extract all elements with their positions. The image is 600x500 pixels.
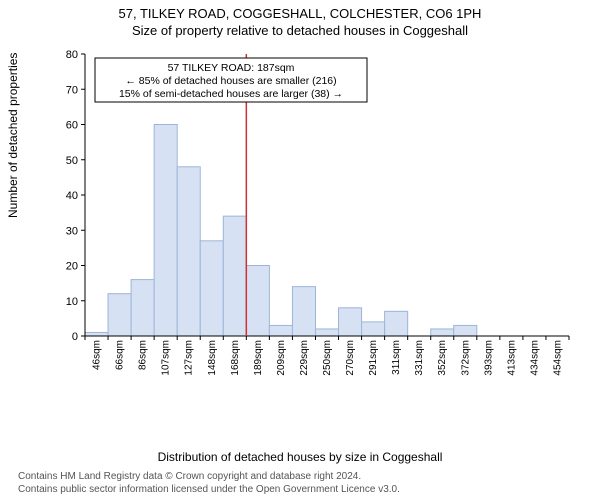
svg-text:← 85% of detached houses are s: ← 85% of detached houses are smaller (21… bbox=[125, 75, 336, 87]
svg-text:270sqm: 270sqm bbox=[345, 340, 356, 376]
x-axis-label: Distribution of detached houses by size … bbox=[0, 450, 600, 464]
histogram-plot: 0 10 20 30 40 50 60 70 80 46sqm 66sqm 86sqm 107sqm 12… bbox=[55, 48, 575, 388]
svg-text:80: 80 bbox=[66, 49, 78, 61]
svg-text:372sqm: 372sqm bbox=[460, 340, 471, 376]
svg-text:50: 50 bbox=[66, 155, 78, 167]
svg-text:331sqm: 331sqm bbox=[414, 340, 425, 376]
chart-area: 0 10 20 30 40 50 60 70 80 46sqm 66sqm 86sqm 107sqm 12… bbox=[55, 48, 575, 388]
svg-text:168sqm: 168sqm bbox=[230, 340, 241, 376]
svg-text:413sqm: 413sqm bbox=[506, 340, 517, 376]
svg-text:209sqm: 209sqm bbox=[276, 340, 287, 376]
svg-text:66sqm: 66sqm bbox=[115, 340, 126, 370]
y-axis-label: Number of detached properties bbox=[6, 53, 20, 218]
svg-text:311sqm: 311sqm bbox=[391, 340, 402, 375]
svg-text:10: 10 bbox=[66, 296, 78, 308]
svg-text:60: 60 bbox=[66, 120, 78, 132]
svg-text:148sqm: 148sqm bbox=[207, 340, 218, 376]
svg-text:107sqm: 107sqm bbox=[161, 340, 172, 376]
svg-text:46sqm: 46sqm bbox=[92, 340, 103, 370]
footer-attribution: Contains HM Land Registry data © Crown c… bbox=[18, 471, 400, 496]
page-title: 57, TILKEY ROAD, COGGESHALL, COLCHESTER,… bbox=[0, 0, 600, 21]
svg-text:393sqm: 393sqm bbox=[483, 340, 494, 376]
svg-text:352sqm: 352sqm bbox=[437, 340, 448, 376]
svg-text:229sqm: 229sqm bbox=[299, 340, 310, 376]
svg-text:86sqm: 86sqm bbox=[138, 340, 149, 370]
svg-text:0: 0 bbox=[72, 331, 78, 343]
svg-text:454sqm: 454sqm bbox=[552, 340, 563, 376]
page-subtitle: Size of property relative to detached ho… bbox=[0, 21, 600, 38]
svg-text:291sqm: 291sqm bbox=[368, 340, 379, 376]
footer-line-1: Contains HM Land Registry data © Crown c… bbox=[18, 471, 400, 484]
svg-text:70: 70 bbox=[66, 84, 78, 96]
svg-text:15% of semi-detached houses ar: 15% of semi-detached houses are larger (… bbox=[119, 88, 343, 100]
svg-text:127sqm: 127sqm bbox=[184, 340, 195, 376]
svg-text:20: 20 bbox=[66, 261, 78, 273]
svg-text:189sqm: 189sqm bbox=[253, 340, 264, 376]
svg-text:250sqm: 250sqm bbox=[322, 340, 333, 376]
footer-line-2: Contains public sector information licen… bbox=[18, 484, 400, 497]
svg-text:40: 40 bbox=[66, 190, 78, 202]
svg-text:434sqm: 434sqm bbox=[529, 340, 540, 376]
svg-text:57 TILKEY ROAD: 187sqm: 57 TILKEY ROAD: 187sqm bbox=[168, 62, 295, 74]
svg-text:30: 30 bbox=[66, 225, 78, 237]
